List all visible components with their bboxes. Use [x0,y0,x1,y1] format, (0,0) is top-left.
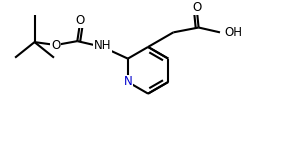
Text: O: O [192,1,201,14]
Text: OH: OH [224,26,242,39]
Text: NH: NH [94,39,111,52]
Text: O: O [51,39,61,51]
Text: O: O [76,14,85,27]
Text: N: N [124,75,132,88]
